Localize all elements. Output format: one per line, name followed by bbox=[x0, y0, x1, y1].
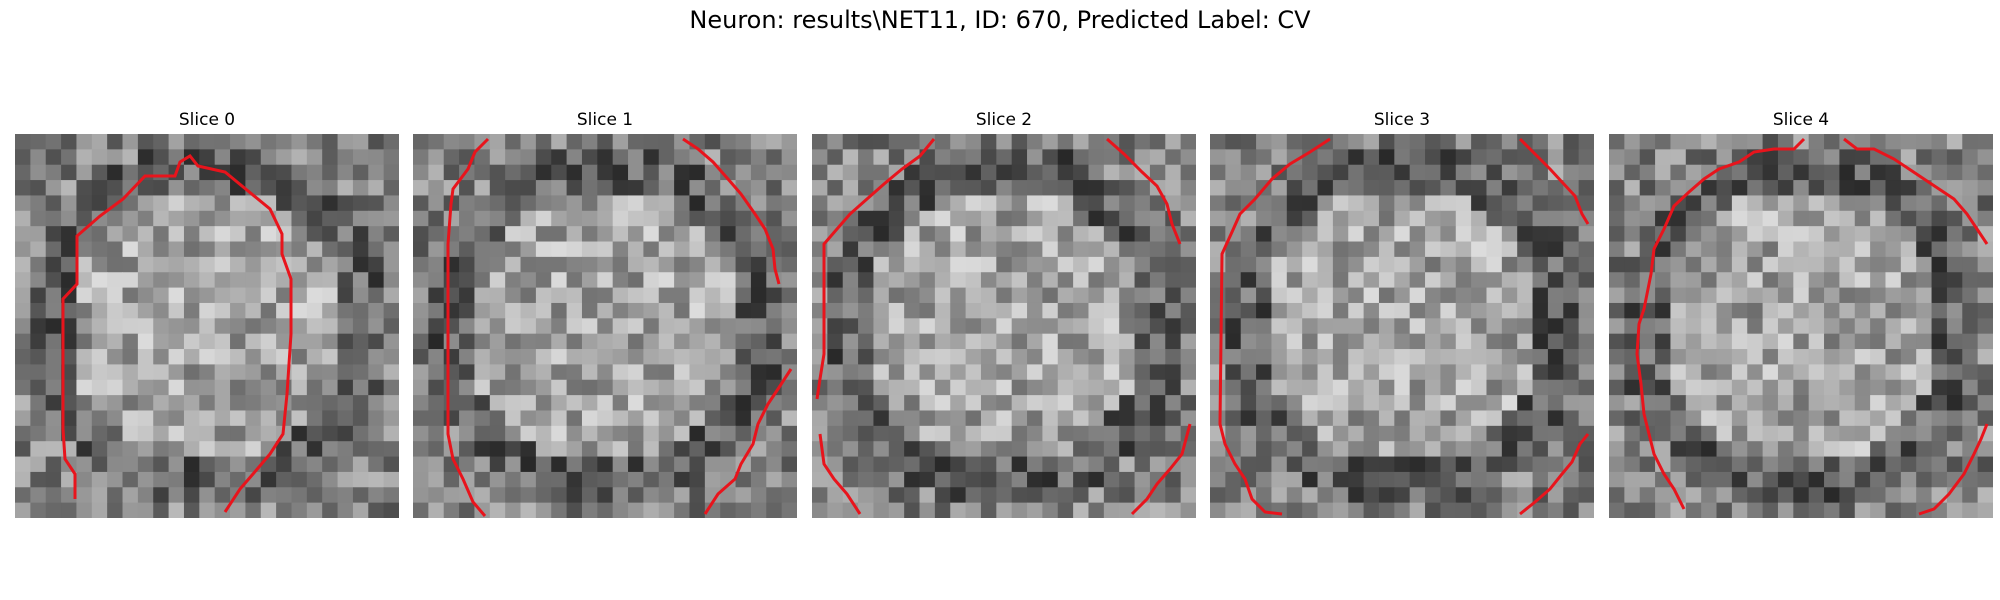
slice-image bbox=[15, 134, 399, 518]
roi-contour bbox=[1843, 137, 1989, 245]
roi-contour bbox=[815, 138, 936, 400]
noise-grid bbox=[413, 134, 797, 518]
slice-title: Slice 1 bbox=[576, 110, 634, 130]
roi-contour bbox=[1635, 137, 1806, 510]
roi-contour bbox=[1218, 137, 1331, 516]
roi-contour bbox=[1106, 137, 1182, 245]
slice-title: Slice 3 bbox=[1373, 110, 1431, 130]
slice-title: Slice 0 bbox=[178, 110, 236, 130]
figure-title: Neuron: results\NET11, ID: 670, Predicte… bbox=[689, 6, 1311, 34]
noise-grid bbox=[1609, 134, 1993, 518]
slice-title: Slice 4 bbox=[1772, 110, 1830, 130]
roi-contour bbox=[1519, 433, 1590, 516]
roi-contour bbox=[818, 433, 862, 515]
roi-contour bbox=[446, 137, 490, 517]
noise-grid bbox=[15, 134, 399, 518]
slice-image bbox=[1210, 134, 1594, 518]
slice-image bbox=[1609, 134, 1993, 518]
roi-contour bbox=[682, 137, 781, 285]
slice-title: Slice 2 bbox=[975, 110, 1033, 130]
noise-grid bbox=[1210, 134, 1594, 518]
slice-image bbox=[413, 134, 797, 518]
roi-contour bbox=[1918, 423, 1989, 516]
roi-contour bbox=[1130, 423, 1192, 516]
roi-contour bbox=[61, 154, 293, 513]
slice-image bbox=[812, 134, 1196, 518]
roi-contour bbox=[703, 368, 793, 515]
noise-grid bbox=[812, 134, 1196, 518]
roi-contour bbox=[1518, 137, 1590, 225]
